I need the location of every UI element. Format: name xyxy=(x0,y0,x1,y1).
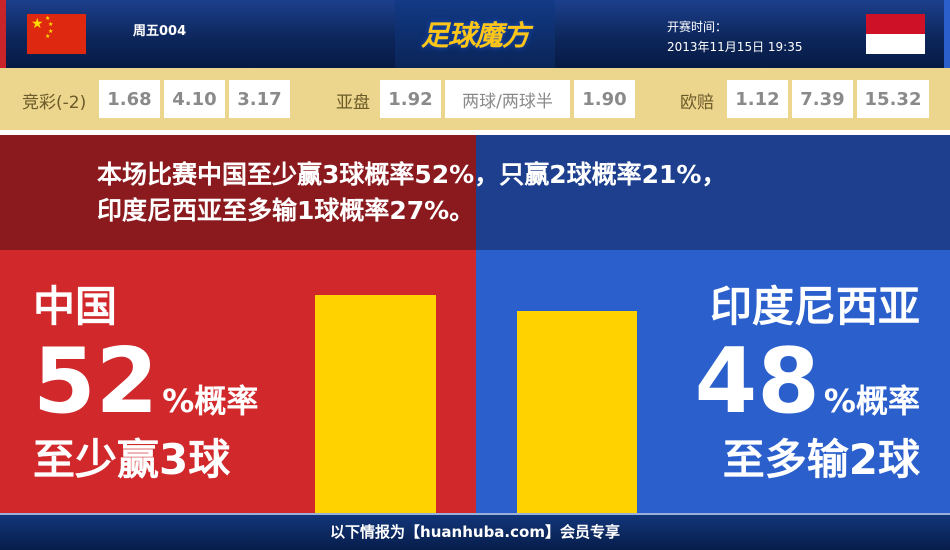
indonesia-flag-icon xyxy=(866,14,925,54)
home-panel: 中国 52 %概率 至少赢3球 xyxy=(0,250,476,513)
jingcai-label: 竞彩(-2) xyxy=(22,93,87,113)
summary-line: 印度尼西亚至多输1球概率27%。 xyxy=(97,196,475,225)
asian-label: 亚盘 xyxy=(336,93,370,113)
home-outcome: 至少赢3球 xyxy=(33,435,231,484)
away-outcome: 至多输2球 xyxy=(722,435,920,484)
summary-text: 本场比赛中国至少赢3球概率52%，只赢2球概率21%， 印度尼西亚至多输1球概率… xyxy=(97,157,877,229)
away-percent: 48 xyxy=(694,329,820,434)
kickoff-label: 开赛时间： xyxy=(667,20,728,34)
odds-value: 4.10 xyxy=(164,80,225,118)
edge-decoration xyxy=(0,0,6,68)
odds-value: 1.12 xyxy=(727,80,788,118)
summary-bg-away xyxy=(476,135,950,250)
summary-line: 本场比赛中国至少赢3球概率52%，只赢2球概率21%， xyxy=(97,160,727,189)
away-team: 印度尼西亚 xyxy=(709,282,920,331)
kickoff-time: 2013年11月15日 19:35 xyxy=(667,40,803,54)
home-percent-row: 52 %概率 xyxy=(33,336,258,428)
summary-bg-home xyxy=(0,135,476,250)
home-percent: 52 xyxy=(33,329,159,434)
euro-label: 欧赔 xyxy=(680,93,714,113)
footer-banner[interactable]: 以下情报为【huanhuba.com】会员专享 xyxy=(0,513,950,550)
odds-value: 15.32 xyxy=(857,80,929,118)
match-number: 周五004 xyxy=(133,24,187,39)
home-percent-suffix: %概率 xyxy=(162,382,259,420)
home-team: 中国 xyxy=(33,282,118,331)
china-flag-icon: ★ ★ ★ ★ ★ xyxy=(27,14,86,54)
odds-value: 3.17 xyxy=(229,80,290,118)
logo-box: 足球魔方 xyxy=(395,0,555,68)
away-percent-row: 48 %概率 xyxy=(695,336,920,428)
odds-value: 7.39 xyxy=(792,80,853,118)
home-probability-bar xyxy=(315,295,436,513)
away-percent-suffix: %概率 xyxy=(823,382,920,420)
logo: 足球魔方 xyxy=(420,19,530,52)
odds-bar: 竞彩(-2) 1.68 4.10 3.17 亚盘 1.92 两球/两球半 1.9… xyxy=(0,68,950,130)
odds-handicap: 两球/两球半 xyxy=(445,80,570,118)
edge-decoration xyxy=(944,0,950,68)
away-probability-bar xyxy=(517,311,637,513)
header: ★ ★ ★ ★ ★ 周五004 足球魔方 开赛时间： 2013年11月15日 19:35 xyxy=(0,0,950,68)
away-panel: 印度尼西亚 48 %概率 至多输2球 xyxy=(476,250,950,513)
odds-value: 1.92 xyxy=(380,80,441,118)
odds-value: 1.90 xyxy=(574,80,635,118)
odds-value: 1.68 xyxy=(99,80,160,118)
